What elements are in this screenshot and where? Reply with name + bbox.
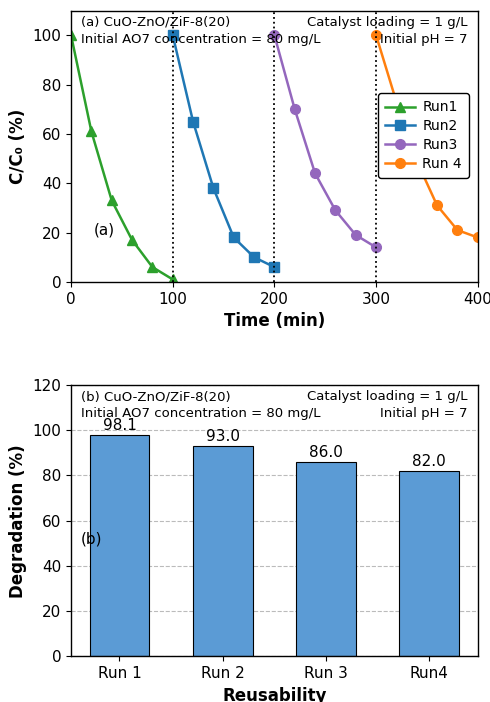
Text: (a) CuO-ZnO/ZiF-8(20)
Initial AO7 concentration = 80 mg/L: (a) CuO-ZnO/ZiF-8(20) Initial AO7 concen…: [81, 16, 321, 46]
Text: 98.1: 98.1: [102, 418, 136, 432]
Text: 86.0: 86.0: [309, 445, 343, 460]
Bar: [296, 462, 356, 656]
Line: Run3: Run3: [270, 30, 381, 252]
Line: Run1: Run1: [66, 30, 177, 284]
Run3: [332, 206, 338, 215]
Bar: [399, 471, 459, 656]
Text: (b): (b): [81, 531, 103, 547]
Run3: [292, 105, 297, 114]
Text: Catalyst loading = 1 g/L
Initial pH = 7: Catalyst loading = 1 g/L Initial pH = 7: [307, 16, 467, 46]
Run 4: [393, 98, 399, 106]
Run3: [353, 231, 359, 239]
Run2: [251, 253, 257, 261]
Text: Catalyst loading = 1 g/L
Initial pH = 7: Catalyst loading = 1 g/L Initial pH = 7: [307, 390, 467, 420]
Text: (a): (a): [94, 223, 115, 237]
Run2: [210, 184, 216, 192]
Text: (b) CuO-ZnO/ZiF-8(20)
Initial AO7 concentration = 80 mg/L: (b) CuO-ZnO/ZiF-8(20) Initial AO7 concen…: [81, 390, 321, 420]
Y-axis label: C/C₀ (%): C/C₀ (%): [9, 109, 27, 184]
Run3: [312, 169, 318, 178]
Run1: [109, 197, 115, 205]
Text: 82.0: 82.0: [413, 454, 446, 469]
Legend: Run1, Run2, Run3, Run 4: Run1, Run2, Run3, Run 4: [378, 93, 469, 178]
Run1: [88, 127, 94, 135]
Run3: [373, 243, 379, 251]
Run 4: [475, 233, 481, 241]
Run 4: [414, 157, 419, 165]
Run2: [231, 233, 237, 241]
Y-axis label: Degradation (%): Degradation (%): [9, 444, 27, 597]
Run3: [271, 31, 277, 39]
Run 4: [373, 31, 379, 39]
Run 4: [454, 226, 460, 234]
Run2: [271, 263, 277, 271]
X-axis label: Reusability: Reusability: [222, 687, 327, 702]
Run1: [68, 31, 74, 39]
Run2: [170, 31, 175, 39]
Run1: [149, 263, 155, 271]
Line: Run2: Run2: [168, 30, 279, 272]
Bar: [90, 435, 149, 656]
Bar: [193, 446, 253, 656]
Run 4: [434, 201, 440, 210]
X-axis label: Time (min): Time (min): [224, 312, 325, 330]
Run1: [170, 275, 175, 284]
Run1: [129, 236, 135, 244]
Line: Run 4: Run 4: [371, 30, 483, 242]
Text: 93.0: 93.0: [206, 429, 240, 444]
Run2: [190, 117, 196, 126]
